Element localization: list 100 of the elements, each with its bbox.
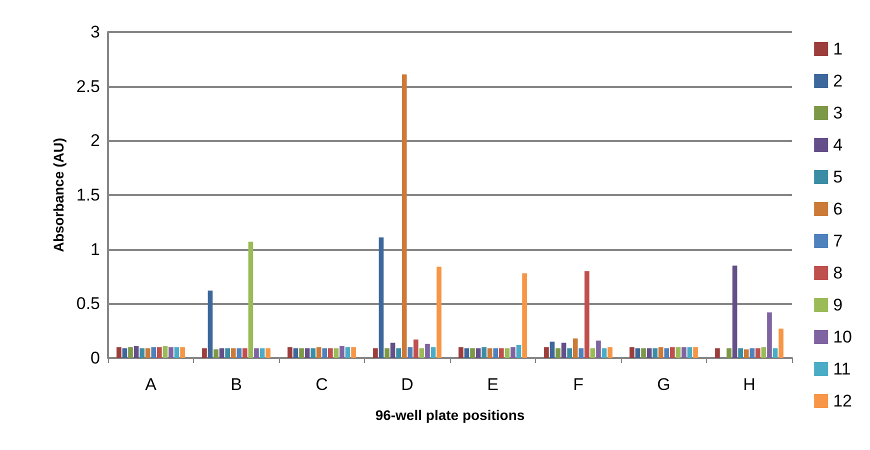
bar xyxy=(590,348,596,358)
bar xyxy=(345,347,350,358)
bar xyxy=(493,348,498,358)
bar xyxy=(288,347,292,358)
bar xyxy=(168,347,174,358)
bar xyxy=(778,328,784,358)
bar xyxy=(174,347,180,358)
bar xyxy=(378,237,384,358)
bar xyxy=(652,348,658,358)
bar xyxy=(561,342,566,358)
bar xyxy=(682,347,686,358)
bar xyxy=(726,348,732,358)
legend-label: 9 xyxy=(833,296,843,314)
bar xyxy=(635,348,640,358)
bar xyxy=(464,348,470,358)
bar xyxy=(510,347,516,358)
legend-label: 12 xyxy=(833,392,852,410)
bar xyxy=(230,348,236,358)
bar xyxy=(767,312,772,358)
bar xyxy=(396,348,401,358)
bar xyxy=(693,347,698,358)
x-axis-title: 96-well plate positions xyxy=(375,407,525,423)
bar xyxy=(715,348,720,358)
legend-label: 3 xyxy=(833,104,843,122)
bar xyxy=(687,347,692,358)
bar xyxy=(304,348,310,358)
bar xyxy=(340,346,344,358)
bar xyxy=(236,348,242,358)
x-tick-label: A xyxy=(145,375,158,394)
bar xyxy=(732,266,738,358)
bar xyxy=(134,346,139,358)
bar xyxy=(334,348,339,358)
legend-label: 6 xyxy=(833,200,843,218)
bar xyxy=(162,346,168,358)
y-tick-label: 0.5 xyxy=(76,294,100,314)
bar xyxy=(328,348,333,358)
bar xyxy=(436,266,442,358)
x-tick-label: C xyxy=(316,375,328,394)
legend-label: 4 xyxy=(833,136,843,154)
bar xyxy=(384,348,390,358)
bar xyxy=(248,242,254,358)
bar xyxy=(596,340,601,358)
bar xyxy=(390,342,396,358)
bar xyxy=(516,344,522,358)
y-tick-label: 1 xyxy=(90,240,100,259)
bar xyxy=(756,348,760,358)
bar xyxy=(567,348,572,358)
bar xyxy=(299,348,304,358)
bar xyxy=(578,348,584,358)
bar xyxy=(744,349,749,358)
bar xyxy=(157,347,162,358)
bar xyxy=(225,348,230,358)
bar xyxy=(641,348,646,358)
bar xyxy=(122,348,128,358)
bar xyxy=(750,348,755,358)
bar xyxy=(664,348,670,358)
bar xyxy=(470,348,475,358)
bar xyxy=(208,290,213,358)
bar xyxy=(504,348,510,358)
bar xyxy=(670,347,675,358)
bar xyxy=(408,347,413,358)
bar xyxy=(458,347,464,358)
legend-label: 10 xyxy=(833,328,852,346)
bar xyxy=(499,348,504,358)
bar xyxy=(476,348,481,358)
bar xyxy=(425,344,430,358)
legend-label: 8 xyxy=(833,264,843,282)
legend-label: 7 xyxy=(833,232,843,250)
bar xyxy=(414,340,418,358)
y-tick-label: 1.5 xyxy=(76,186,100,204)
x-tick-label: E xyxy=(487,375,498,394)
x-tick-label: F xyxy=(573,375,584,394)
bar xyxy=(219,348,224,358)
legend-label: 5 xyxy=(833,168,843,186)
bar xyxy=(128,347,133,358)
bar xyxy=(772,348,778,358)
legend-label: 2 xyxy=(833,72,843,90)
bar xyxy=(522,273,527,358)
bar xyxy=(180,347,185,358)
bar xyxy=(646,348,652,358)
bar xyxy=(430,347,436,358)
bar xyxy=(584,271,590,358)
y-tick-label: 3 xyxy=(90,22,100,42)
x-tick-label: D xyxy=(401,375,414,394)
y-tick-label: 2 xyxy=(90,131,100,150)
bar xyxy=(556,348,560,358)
bar xyxy=(738,348,743,358)
bar xyxy=(630,347,634,358)
bar xyxy=(658,347,664,358)
bar xyxy=(202,348,207,358)
bar xyxy=(544,347,549,358)
bar xyxy=(550,342,555,358)
bar xyxy=(266,348,270,358)
bar xyxy=(242,348,248,358)
bar xyxy=(254,348,259,358)
x-tick-label: B xyxy=(230,375,242,394)
bar xyxy=(608,347,612,358)
bar xyxy=(145,348,150,358)
bar xyxy=(482,347,486,358)
legend-label: 11 xyxy=(833,360,851,378)
